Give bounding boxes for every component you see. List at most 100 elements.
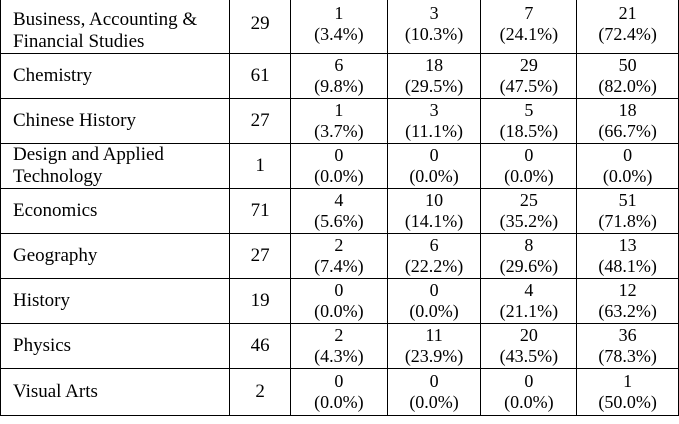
grade-percentage: (14.1%) <box>404 211 464 231</box>
grade-count: 4 <box>524 280 534 300</box>
candidate-count-cell: 46 <box>229 323 291 369</box>
subject-name-line: Physics <box>13 335 72 356</box>
subject-cell: Chemistry <box>0 53 231 99</box>
grade-percentage: (0.0%) <box>504 392 554 412</box>
grade-percentage: (22.2%) <box>404 256 464 276</box>
grade-cell: 0 (0.0%) <box>289 143 388 189</box>
grade-count: 0 <box>429 145 439 165</box>
grade-percentage: (3.7%) <box>314 121 364 141</box>
grade-cell: 3 (11.1%) <box>386 98 482 144</box>
grade-cell: 12 (63.2%) <box>576 278 679 324</box>
grade-cell: 1 (50.0%) <box>576 368 679 416</box>
grade-count: 13 <box>618 235 637 255</box>
subject-name-line: Visual Arts <box>13 381 98 402</box>
grade-cell: 13 (48.1%) <box>576 233 679 279</box>
grade-cell: 1 (3.4%) <box>289 0 388 54</box>
subject-cell: History <box>0 278 231 324</box>
subject-name-line: Chinese History <box>13 110 136 131</box>
grade-count: 4 <box>334 190 344 210</box>
grade-percentage: (66.7%) <box>598 121 657 141</box>
grade-cell: 6 (9.8%) <box>289 53 388 99</box>
table-row: Visual Arts 2 0 (0.0%) 0 (0.0%) 0 (0.0%) 1 (50.0%… <box>0 368 679 416</box>
grade-count: 50 <box>618 55 637 75</box>
grade-count: 3 <box>429 3 439 23</box>
grade-percentage: (0.0%) <box>409 392 459 412</box>
grade-percentage: (0.0%) <box>409 166 459 186</box>
grade-count: 1 <box>623 371 633 391</box>
grade-count: 51 <box>618 190 637 210</box>
grade-percentage: (23.9%) <box>404 346 464 366</box>
grade-cell: 5 (18.5%) <box>480 98 578 144</box>
grade-count: 11 <box>425 325 443 345</box>
candidate-count-cell: 2 <box>229 368 291 416</box>
grade-count: 0 <box>623 145 633 165</box>
grade-count: 20 <box>519 325 538 345</box>
grade-count: 36 <box>618 325 637 345</box>
grade-cell: 0 (0.0%) <box>576 143 679 189</box>
grade-count: 10 <box>425 190 444 210</box>
grade-count: 0 <box>334 280 344 300</box>
table-row: Chinese History 27 1 (3.7%) 3 (11.1%) 5 (18.5%)… <box>0 98 679 144</box>
subject-cell: Chinese History <box>0 98 231 144</box>
subject-name-line: Financial Studies <box>13 31 145 52</box>
grade-cell: 18 (66.7%) <box>576 98 679 144</box>
grade-percentage: (24.1%) <box>499 24 559 44</box>
grade-cell: 1 (3.7%) <box>289 98 388 144</box>
grade-cell: 0 (0.0%) <box>386 143 482 189</box>
subject-name-line: Business, Accounting & <box>13 9 198 30</box>
grade-count: 18 <box>425 55 444 75</box>
grade-count: 12 <box>618 280 637 300</box>
grade-cell: 4 (21.1%) <box>480 278 578 324</box>
grade-count: 0 <box>524 145 534 165</box>
grade-count: 7 <box>524 3 534 23</box>
grade-cell: 10 (14.1%) <box>386 188 482 234</box>
grade-percentage: (78.3%) <box>598 346 657 366</box>
grade-percentage: (3.4%) <box>314 24 364 44</box>
grade-count: 5 <box>524 100 534 120</box>
grade-percentage: (48.1%) <box>598 256 657 276</box>
grade-percentage: (5.6%) <box>314 211 364 231</box>
subject-cell: Visual Arts <box>0 368 231 416</box>
subject-name-line: Geography <box>13 245 98 266</box>
grade-cell: 50 (82.0%) <box>576 53 679 99</box>
grade-count: 25 <box>519 190 538 210</box>
table-row: Physics 46 2 (4.3%) 11 (23.9%) 20 (43.5%) 36 (78.… <box>0 323 679 369</box>
grade-count: 2 <box>334 235 344 255</box>
grade-cell: 2 (4.3%) <box>289 323 388 369</box>
grade-percentage: (72.4%) <box>598 24 657 44</box>
grade-percentage: (0.0%) <box>314 301 364 321</box>
grade-percentage: (0.0%) <box>409 301 459 321</box>
subject-cell: Physics <box>0 323 231 369</box>
grade-count: 1 <box>334 100 344 120</box>
candidate-count-cell: 1 <box>229 143 291 189</box>
grade-count: 0 <box>334 371 344 391</box>
candidate-count-cell: 27 <box>229 233 291 279</box>
grade-cell: 0 (0.0%) <box>386 278 482 324</box>
grade-count: 0 <box>429 280 439 300</box>
grade-count: 8 <box>524 235 534 255</box>
grade-percentage: (29.6%) <box>499 256 559 276</box>
grade-percentage: (18.5%) <box>499 121 559 141</box>
grade-percentage: (35.2%) <box>499 211 559 231</box>
table-row: Geography 27 2 (7.4%) 6 (22.2%) 8 (29.6%) 13 (48.… <box>0 233 679 279</box>
grade-percentage: (10.3%) <box>404 24 464 44</box>
grade-percentage: (63.2%) <box>598 301 657 321</box>
grade-cell: 36 (78.3%) <box>576 323 679 369</box>
subject-name-line: History <box>13 290 70 311</box>
grade-cell: 18 (29.5%) <box>386 53 482 99</box>
candidate-count-cell: 19 <box>229 278 291 324</box>
grade-count: 29 <box>519 55 538 75</box>
grade-cell: 7 (24.1%) <box>480 0 578 54</box>
grade-percentage: (4.3%) <box>314 346 364 366</box>
grade-count: 6 <box>429 235 439 255</box>
grade-percentage: (29.5%) <box>404 76 464 96</box>
grade-cell: 6 (22.2%) <box>386 233 482 279</box>
candidate-count-cell: 29 <box>229 0 291 54</box>
subject-cell: Design and Applied Technology <box>0 143 231 189</box>
grade-percentage: (0.0%) <box>602 166 653 186</box>
subject-cell: Economics <box>0 188 231 234</box>
table-row: Design and Applied Technology 1 0 (0.0%) 0 (0.… <box>0 143 679 189</box>
subject-name-line: Design and Applied <box>13 144 164 166</box>
grade-count: 6 <box>334 55 344 75</box>
